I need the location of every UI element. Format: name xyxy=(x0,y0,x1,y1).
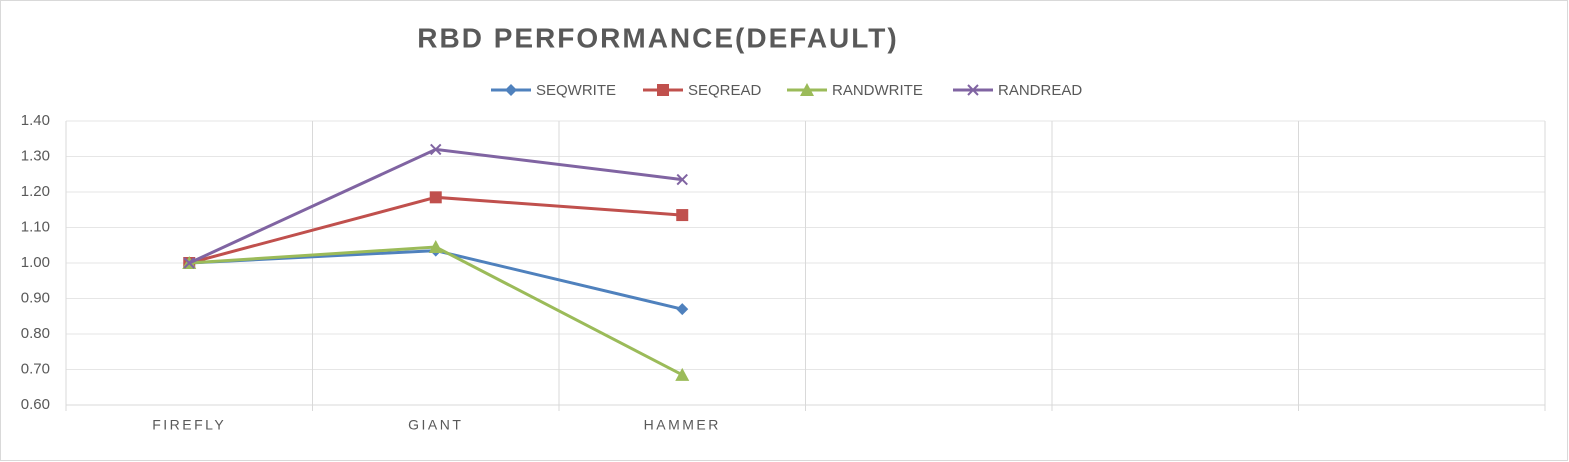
marker xyxy=(505,84,517,96)
y-tick-label: 0.80 xyxy=(21,325,50,342)
y-tick-label: 1.40 xyxy=(21,112,50,129)
marker xyxy=(800,83,814,96)
marker xyxy=(430,143,442,156)
x-tick-label: GIANT xyxy=(408,417,463,433)
x-tick-label: FIREFLY xyxy=(152,417,226,433)
marker xyxy=(429,191,442,204)
legend-label: RANDWRITE xyxy=(832,82,923,99)
legend-label: SEQWRITE xyxy=(536,82,616,99)
marker xyxy=(428,240,443,254)
marker xyxy=(675,367,690,381)
y-tick-label: 1.30 xyxy=(21,147,50,164)
marker xyxy=(676,173,688,186)
marker xyxy=(657,84,669,96)
legend-label: RANDREAD xyxy=(998,82,1082,99)
y-tick-label: 0.90 xyxy=(21,289,50,306)
legend-label: SEQREAD xyxy=(688,82,762,99)
chart-title: RBD PERFORMANCE(DEFAULT) xyxy=(417,22,898,53)
x-tick-label: HAMMER xyxy=(644,417,721,433)
y-tick-label: 1.20 xyxy=(21,183,50,200)
y-tick-label: 0.60 xyxy=(21,396,50,413)
marker xyxy=(676,209,689,222)
marker xyxy=(967,84,979,96)
y-tick-label: 1.00 xyxy=(21,254,50,271)
marker xyxy=(183,257,195,269)
marker xyxy=(676,303,689,316)
y-tick-label: 0.70 xyxy=(21,360,50,377)
y-tick-label: 1.10 xyxy=(21,218,50,235)
